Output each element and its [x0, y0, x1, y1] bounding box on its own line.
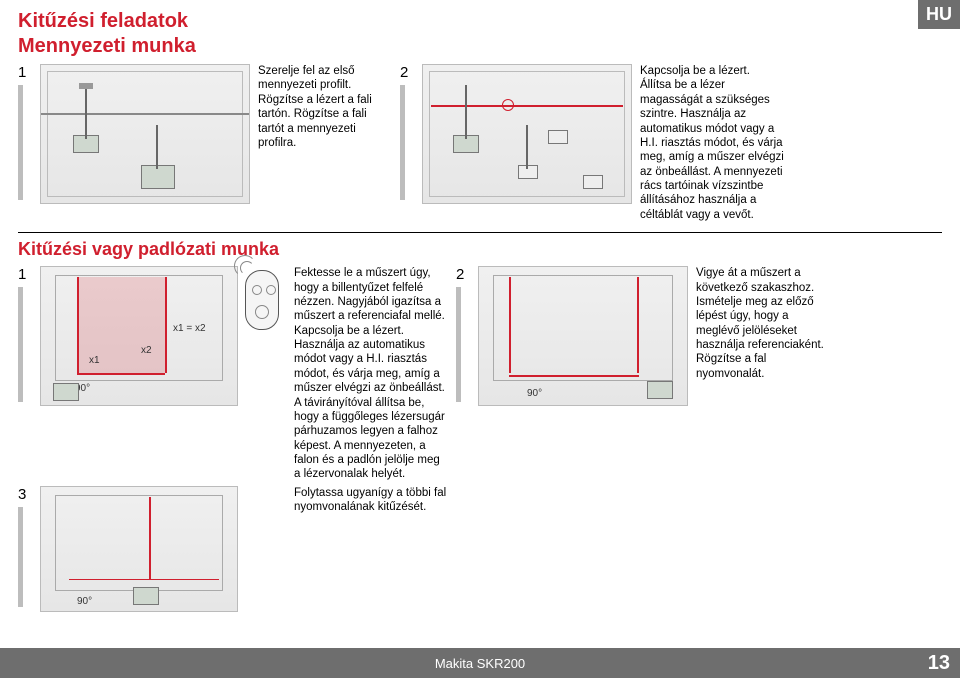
step-text: Fektesse le a műszert úgy, hogy a billen… — [286, 266, 456, 482]
page-number: 13 — [928, 652, 950, 675]
label-90deg: 90° — [527, 388, 542, 399]
remote-icon — [245, 270, 279, 330]
illustration-floor-1: x1 x2 x1 = x2 90° — [40, 266, 238, 406]
page-title: Kitűzési feladatok — [18, 10, 942, 33]
label-x2: x2 — [141, 345, 152, 356]
illustration-ceiling-1 — [40, 64, 250, 204]
step-number: 2 — [400, 64, 422, 200]
section-title: Kitűzési vagy padlózati munka — [18, 239, 942, 260]
product-name: Makita SKR200 — [435, 656, 525, 671]
language-tag: HU — [918, 0, 960, 29]
step-number: 2 — [456, 266, 478, 402]
page-subtitle: Mennyezeti munka — [18, 35, 942, 58]
illustration-ceiling-2 — [422, 64, 632, 204]
floor-row-2: 3 90° Folytassa ugyanígy a többi fal nyo… — [18, 486, 942, 612]
label-x1: x1 — [89, 355, 100, 366]
step-number: 3 — [18, 486, 40, 607]
step-text: Folytassa ugyanígy a többi fal nyomvonal… — [286, 486, 456, 515]
ceiling-row: 1 Szerelje fel az első mennyezeti profil… — [18, 64, 942, 222]
label-x1eqx2: x1 = x2 — [173, 323, 206, 334]
illustration-floor-2: 90° 90° — [478, 266, 688, 406]
remote-col — [238, 266, 286, 330]
step-text: Szerelje fel az első mennyezeti profilt.… — [250, 64, 400, 150]
footer: Makita SKR200 13 — [0, 648, 960, 678]
step-number: 1 — [18, 266, 40, 402]
divider — [18, 232, 942, 233]
floor-row-1: 1 x1 x2 x1 = x2 90° Fektesse le a műszer… — [18, 266, 942, 482]
step-number: 1 — [18, 64, 40, 200]
step-text: Vigye át a műszert a következő szakaszho… — [688, 266, 840, 381]
illustration-floor-3: 90° — [40, 486, 238, 612]
step-text: Kapcsolja be a lézert. Állítsa be a léze… — [632, 64, 792, 222]
label-90deg: 90° — [77, 596, 92, 607]
